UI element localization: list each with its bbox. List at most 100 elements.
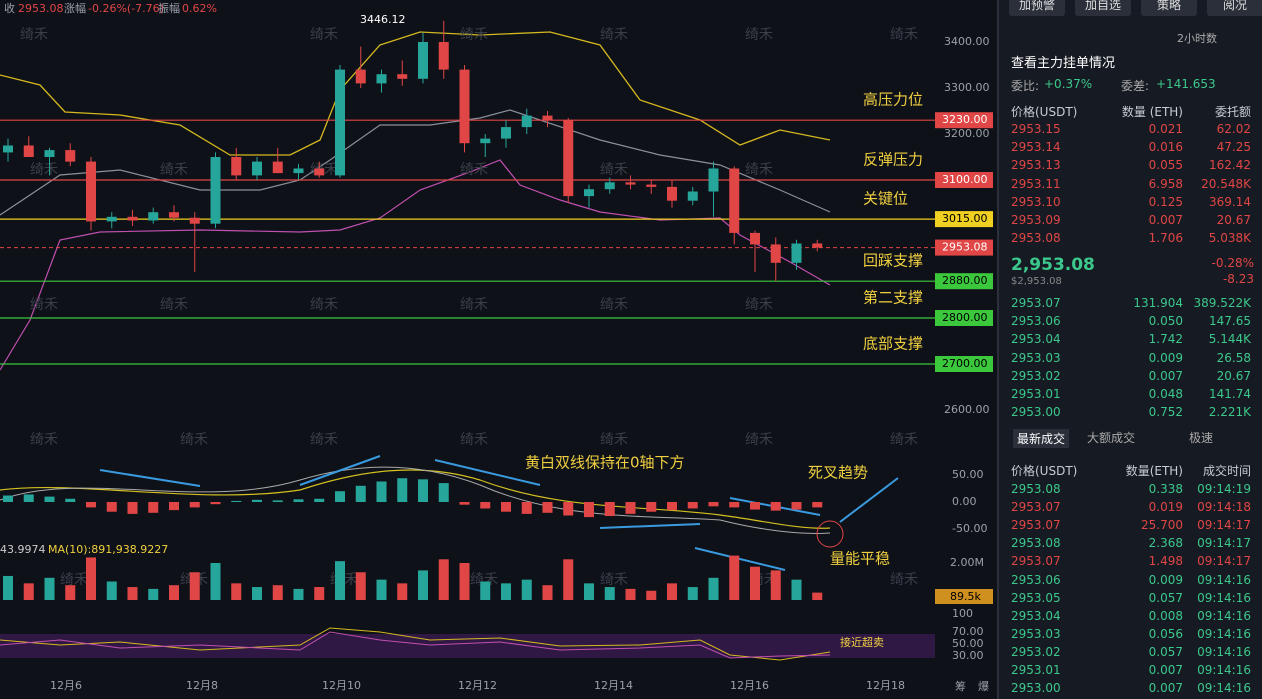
watermark: 绮禾 [460, 297, 488, 313]
rsi-line-2 [0, 631, 831, 659]
trade-row: 2953.00 0.007 09:14:16 [1011, 681, 1251, 699]
tab[interactable]: 大额成交 [1087, 431, 1136, 445]
macd-dif [0, 466, 831, 534]
cell: 2.368 [1148, 536, 1183, 551]
chart: 收 2953.08 涨幅 -0.26%(-7.76) 振幅 0.62% 3446… [0, 1, 993, 693]
annotation: 接近超卖 [840, 635, 884, 649]
macd-bar [106, 502, 117, 512]
cell: 20.67 [1216, 213, 1251, 227]
watermark: 绮禾 [745, 297, 773, 313]
price-tag-label: 2880.00 [942, 274, 988, 287]
cell: 价格(USDT) [1011, 464, 1078, 478]
button[interactable]: 加自选 [1075, 0, 1131, 16]
cell: 2953.08 [1011, 536, 1061, 551]
cell: 09:14:16 [1197, 572, 1251, 587]
cell: 09:14:18 [1197, 500, 1251, 515]
volume-bar [459, 563, 470, 600]
macd-bar [625, 502, 636, 514]
watermark: 绮禾 [310, 27, 338, 43]
volume-bar [44, 577, 55, 600]
watermark: 绮禾 [600, 297, 628, 313]
cell: 389.522K [1193, 296, 1252, 310]
candle-body [23, 145, 34, 157]
ma-text: 43.9974 [0, 543, 46, 556]
price-tag [935, 273, 993, 290]
candle-body [231, 157, 242, 176]
cell: 26.58 [1216, 350, 1251, 365]
volume-bar [604, 587, 615, 600]
cell: 0.050 [1148, 314, 1183, 329]
button[interactable]: 阅况 [1207, 0, 1262, 16]
volume-bar [86, 557, 96, 600]
cell: 2953.13 [1011, 158, 1061, 173]
macd-bar [646, 502, 657, 512]
macd-bar [418, 479, 428, 502]
cell: 6.958 [1148, 176, 1183, 191]
trade-row: 2953.04 0.008 09:14:16 [1011, 609, 1251, 627]
rsi-tick: 30.00 [952, 649, 984, 662]
cell: 2953.07 [1011, 518, 1061, 533]
volume-bar [272, 585, 283, 600]
macd-bar [65, 498, 76, 502]
ratio: +0.37% [1044, 77, 1093, 91]
interval[interactable]: 2小时数 [1177, 32, 1217, 45]
volume-bar [812, 592, 823, 600]
cell: 2953.03 [1011, 626, 1061, 641]
depth-title[interactable]: 查看主力挂单情况 [1011, 56, 1116, 71]
watermark: 绮禾 [160, 297, 188, 313]
cell: 0.016 [1148, 140, 1183, 155]
candle-body [521, 115, 532, 128]
macd-bar [3, 495, 13, 502]
cell: 2953.08 [1011, 482, 1061, 496]
x-label: 12月10 [322, 679, 361, 692]
macd-bar [272, 500, 283, 502]
cell: 0.056 [1148, 626, 1183, 641]
volume-bar [667, 583, 677, 600]
tab[interactable]: 极速 [1189, 431, 1214, 445]
x-label: 12月18 [866, 679, 905, 692]
macd-tick: 0.00 [952, 495, 977, 508]
watermark: 绮禾 [310, 432, 338, 448]
volume-bar [127, 587, 138, 600]
volume-bar [106, 581, 117, 600]
candle-body [148, 212, 159, 221]
rsi-line [0, 627, 831, 661]
button[interactable]: 策略 [1141, 0, 1197, 16]
tab[interactable]: 最新成交 [1013, 429, 1070, 448]
level-name: 关键位 [863, 190, 908, 208]
macd-bar [542, 502, 553, 513]
cell: 0.752 [1148, 405, 1183, 420]
change-label: 涨幅 [64, 2, 86, 15]
macd-bar [210, 502, 221, 505]
cell: 369.14 [1209, 194, 1251, 209]
cell: 1.742 [1148, 332, 1183, 347]
cell: 1.498 [1148, 554, 1183, 569]
watermark: 绮禾 [20, 27, 48, 43]
volume-bar [729, 555, 740, 600]
macd-bar [86, 502, 96, 508]
mid-price: 2,953.08 [1011, 255, 1095, 275]
macd-bar [604, 502, 615, 517]
cell: 0.048 [1148, 387, 1183, 401]
cell: 5.144K [1208, 332, 1251, 347]
volume-bar [480, 581, 491, 600]
macd-bar [770, 502, 781, 511]
candle-body [106, 216, 117, 222]
cell: 20.67 [1216, 368, 1251, 383]
cross-circle [816, 520, 844, 548]
macd-bar [480, 502, 491, 509]
cell: 09:14:16 [1197, 663, 1251, 677]
volume-bar [687, 587, 698, 600]
cell: 131.904 [1133, 296, 1183, 310]
close: 2953.08 [18, 2, 64, 15]
corner: 爆 [978, 679, 989, 693]
candle-body [604, 182, 615, 190]
cell: 09:14:16 [1197, 681, 1251, 696]
watermark: 绮禾 [600, 27, 628, 43]
macd-bar [584, 502, 594, 518]
button[interactable]: 加预警 [1009, 0, 1065, 16]
cell: 0.057 [1148, 644, 1183, 659]
cell: 0.021 [1148, 122, 1183, 136]
cell: 0.009 [1148, 572, 1183, 587]
